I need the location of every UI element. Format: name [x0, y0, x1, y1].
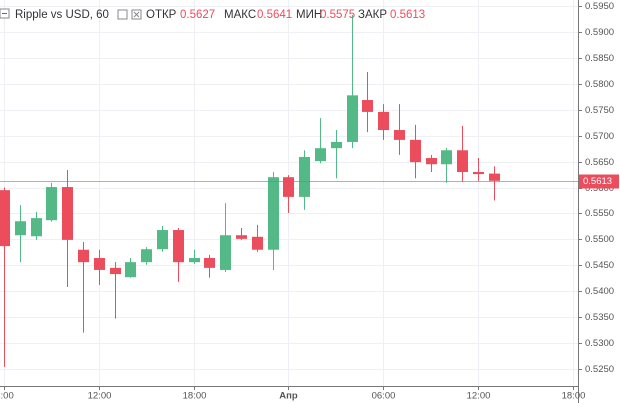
y-tick-label: 0.5350: [585, 312, 614, 323]
candle-body: [78, 249, 89, 263]
candle-body: [157, 230, 168, 250]
candle-body: [394, 130, 405, 140]
candle-body: [426, 158, 437, 165]
x-tick-label: 12:00: [467, 391, 491, 402]
last-price-box: [579, 174, 619, 189]
candle-body: [283, 177, 294, 197]
candle-body: [204, 258, 215, 268]
candle-body: [46, 187, 57, 221]
candle-body: [473, 172, 484, 175]
candle-body: [410, 139, 421, 163]
x-tick-label: 12:00: [88, 391, 112, 402]
y-tick-label: 0.5500: [585, 234, 614, 245]
x-tick-label: 6:00: [0, 391, 14, 402]
y-tick-label: 0.5650: [585, 157, 614, 168]
close-icon-line: [133, 11, 140, 18]
y-tick-label: 0.5950: [585, 1, 614, 12]
y-tick-label: 0.5300: [585, 338, 614, 349]
candle-body: [15, 221, 26, 236]
candle-body: [0, 190, 10, 247]
y-tick-label: 0.5600: [585, 183, 614, 194]
candle-body: [441, 150, 452, 165]
high-value: 0.5641: [257, 9, 292, 21]
y-tick-label: 0.5800: [585, 79, 614, 90]
candle-body: [378, 111, 389, 131]
y-tick-label: 0.5850: [585, 53, 614, 64]
close-value: 0.5613: [390, 9, 425, 21]
candle-body: [189, 258, 200, 263]
candle-body: [110, 267, 121, 275]
candle-body: [31, 218, 42, 237]
candle-body: [220, 235, 231, 270]
y-tick-label: 0.5750: [585, 105, 614, 116]
candle-body: [489, 173, 500, 181]
candle-body: [268, 177, 279, 250]
candle-body: [252, 236, 263, 250]
candle-body: [62, 187, 73, 240]
low-label: МИН: [296, 9, 322, 21]
open-label: ОТКР: [146, 9, 177, 21]
close-label: ЗАКР: [358, 9, 387, 21]
candle-body: [362, 99, 373, 112]
low-value: 0.5575: [320, 9, 355, 21]
candle-body: [173, 230, 184, 263]
y-tick-label: 0.5250: [585, 364, 614, 375]
last-price-label: 0.5613: [583, 176, 612, 187]
settings-icon[interactable]: [117, 9, 128, 20]
x-tick-label: 18:00: [183, 391, 207, 402]
candle-body: [94, 258, 105, 270]
y-tick-label: 0.5450: [585, 260, 614, 271]
header: Ripple vs USD, 60 ОТКР 0.5627 МАКС 0.564…: [0, 8, 425, 21]
candle-body: [141, 249, 152, 263]
y-tick-label: 0.5700: [585, 131, 614, 142]
candle-body: [299, 156, 310, 197]
x-tick-label: 06:00: [372, 391, 396, 402]
high-label: МАКС: [224, 9, 256, 21]
x-tick-label: 18:00: [562, 391, 586, 402]
candle-body: [315, 148, 326, 162]
x-tick-label: Апр: [279, 391, 298, 402]
chart-title: Ripple vs USD, 60: [15, 9, 109, 21]
y-tick-label: 0.5550: [585, 208, 614, 219]
open-value: 0.5627: [180, 9, 215, 21]
y-tick-label: 0.5400: [585, 286, 614, 297]
candle-body: [236, 235, 247, 239]
y-tick-label: 0.5900: [585, 27, 614, 38]
candle-body: [457, 150, 468, 173]
candle-body: [125, 262, 136, 278]
candle-body: [331, 141, 342, 149]
candles: [0, 15, 578, 367]
candle-body: [347, 95, 358, 142]
